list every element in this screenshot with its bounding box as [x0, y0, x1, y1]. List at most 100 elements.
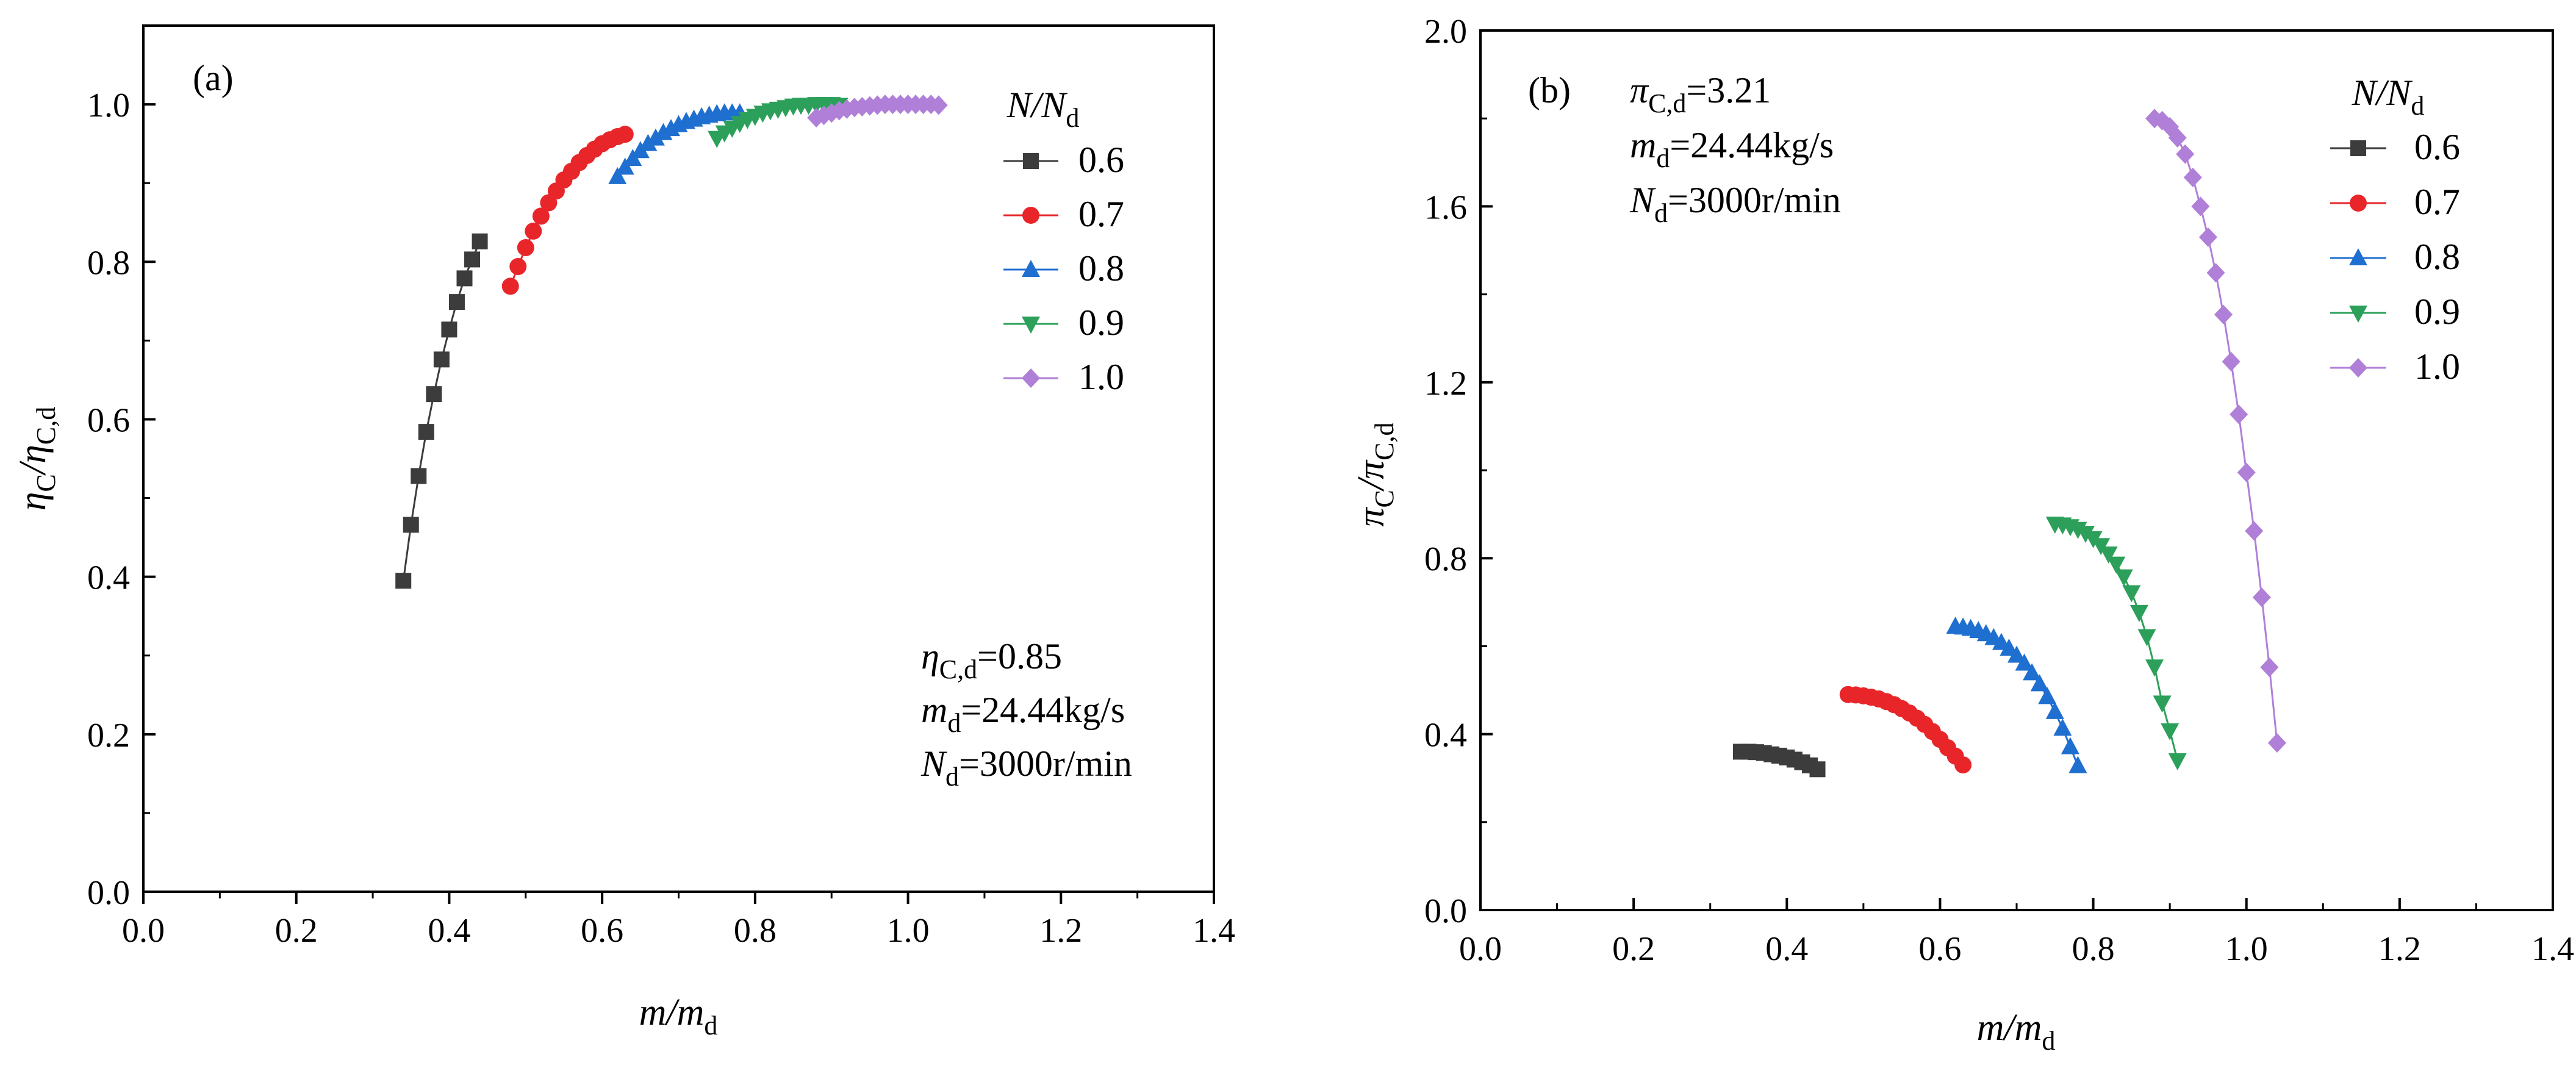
data-point	[464, 251, 481, 268]
x-tick-label: 1.4	[1193, 912, 1235, 950]
data-point	[646, 128, 665, 146]
data-point	[929, 95, 948, 115]
data-point	[2230, 404, 2248, 425]
legend-marker	[2349, 306, 2367, 323]
x-tick-label: 0.0	[1459, 930, 1502, 968]
x-tick-label: 0.0	[122, 912, 165, 950]
data-point	[2015, 653, 2034, 671]
legend-marker	[1022, 368, 1040, 388]
legend-marker	[2349, 358, 2367, 378]
y-tick-label: 0.6	[87, 401, 130, 439]
x-tick-label: 1.2	[2378, 930, 2421, 968]
panel-label: (a)	[193, 58, 234, 98]
data-point	[2114, 569, 2133, 587]
legend-item: 1.0	[1003, 357, 1124, 397]
data-point	[2099, 546, 2118, 564]
series-0.7	[1839, 686, 1972, 774]
data-point	[2153, 695, 2172, 713]
legend-item: 0.6	[1003, 140, 1124, 180]
legend-item: 1.0	[2330, 346, 2460, 387]
legend-item: 0.9	[2330, 292, 2460, 332]
legend-label: 0.9	[1078, 303, 1124, 343]
x-tick-label: 0.2	[1612, 930, 1655, 968]
x-axis-title: m/md	[1977, 1007, 2056, 1056]
legend-label: 0.7	[2414, 182, 2460, 222]
legend-label: 0.8	[2414, 237, 2460, 277]
legend: N/Nd 0.6 0.7 0.8 0.9 1.0	[1003, 85, 1124, 397]
legend-marker	[1022, 260, 1040, 277]
x-axis-title: m/md	[639, 992, 718, 1041]
data-point	[2129, 604, 2148, 622]
legend-label: 1.0	[2414, 346, 2460, 387]
data-point	[517, 239, 534, 257]
legend-label: 0.7	[1078, 194, 1124, 234]
data-point	[2161, 723, 2180, 740]
data-point	[395, 573, 412, 589]
data-point	[2267, 733, 2286, 753]
x-tick-label: 1.4	[2531, 930, 2574, 968]
legend-item: 0.8	[1003, 248, 1124, 289]
series-0.9	[708, 97, 849, 148]
series-0.7	[501, 126, 634, 295]
series-0.8	[608, 103, 749, 184]
x-tick-label: 0.6	[1918, 930, 1961, 968]
data-point	[2260, 658, 2279, 678]
panel-label: (b)	[1528, 70, 1571, 110]
data-point	[2145, 659, 2164, 677]
y-tick-label: 0.0	[87, 874, 130, 912]
data-point	[1954, 756, 1972, 774]
data-point	[501, 278, 519, 295]
data-point	[403, 517, 419, 533]
data-point	[2023, 663, 2042, 681]
legend-marker	[2350, 195, 2367, 212]
legend-item: 0.7	[1003, 194, 1124, 234]
data-point	[2168, 127, 2187, 148]
annotation: md=24.44kg/s	[921, 690, 1125, 738]
y-tick-label: 0.2	[87, 717, 130, 754]
data-point	[441, 321, 457, 338]
data-point	[2007, 645, 2026, 663]
data-point	[2222, 351, 2241, 371]
legend-label: 0.6	[1078, 140, 1124, 180]
data-point	[2191, 196, 2210, 217]
legend-marker	[1022, 317, 1040, 334]
legend-marker	[2350, 140, 2366, 156]
legend: N/Nd 0.6 0.7 0.8 0.9 1.0	[2330, 73, 2460, 387]
series-0.6	[395, 233, 488, 589]
series-0.9	[2045, 516, 2187, 770]
annotation: Nd=3000r/min	[1629, 180, 1841, 228]
legend-item: 0.7	[2330, 182, 2460, 222]
y-tick-label: 1.6	[1424, 188, 1467, 226]
data-point	[2206, 263, 2225, 283]
y-tick-label: 0.8	[1424, 540, 1467, 578]
series-line	[509, 133, 626, 287]
data-point	[608, 167, 627, 184]
series-1.0	[2145, 109, 2286, 753]
x-tick-label: 0.6	[581, 912, 623, 950]
series-1.0	[807, 95, 948, 128]
x-tick-label: 0.4	[1765, 930, 1808, 968]
data-point	[2198, 227, 2217, 247]
data-point	[2068, 756, 2087, 773]
y-tick-label: 2.0	[1424, 13, 1467, 51]
data-point	[2122, 585, 2141, 603]
legend-item: 0.9	[1003, 303, 1124, 343]
data-point	[2045, 701, 2064, 719]
legend-label: 0.9	[2414, 292, 2460, 332]
annotation: πC,d=3.21	[1630, 70, 1771, 118]
data-point	[2168, 753, 2187, 770]
annotation: Nd=3000r/min	[920, 744, 1132, 792]
data-point	[2252, 587, 2271, 607]
series-line	[2154, 117, 2278, 744]
data-point	[509, 258, 527, 276]
data-point	[2076, 526, 2095, 543]
panel-a: 0.0 0.2 0.4 0.6 0.8 1.0 1.2 1.4 0.0 0.2 0.4 0.6 0.8 1…	[12, 24, 1235, 1041]
legend-label: 0.8	[1078, 248, 1124, 289]
y-tick-label: 1.2	[1424, 365, 1467, 403]
panel-b: 0.0 0.2 0.4 0.6 0.8 1.0 1.2 1.4 0.0 0.4 0.8 1.2 1.6 2…	[1351, 13, 2574, 1056]
legend-title: N/Nd	[1006, 85, 1080, 133]
legend-label: 1.0	[1078, 357, 1124, 397]
x-tick-label: 1.0	[2225, 930, 2268, 968]
x-tick-label: 0.2	[275, 912, 318, 950]
